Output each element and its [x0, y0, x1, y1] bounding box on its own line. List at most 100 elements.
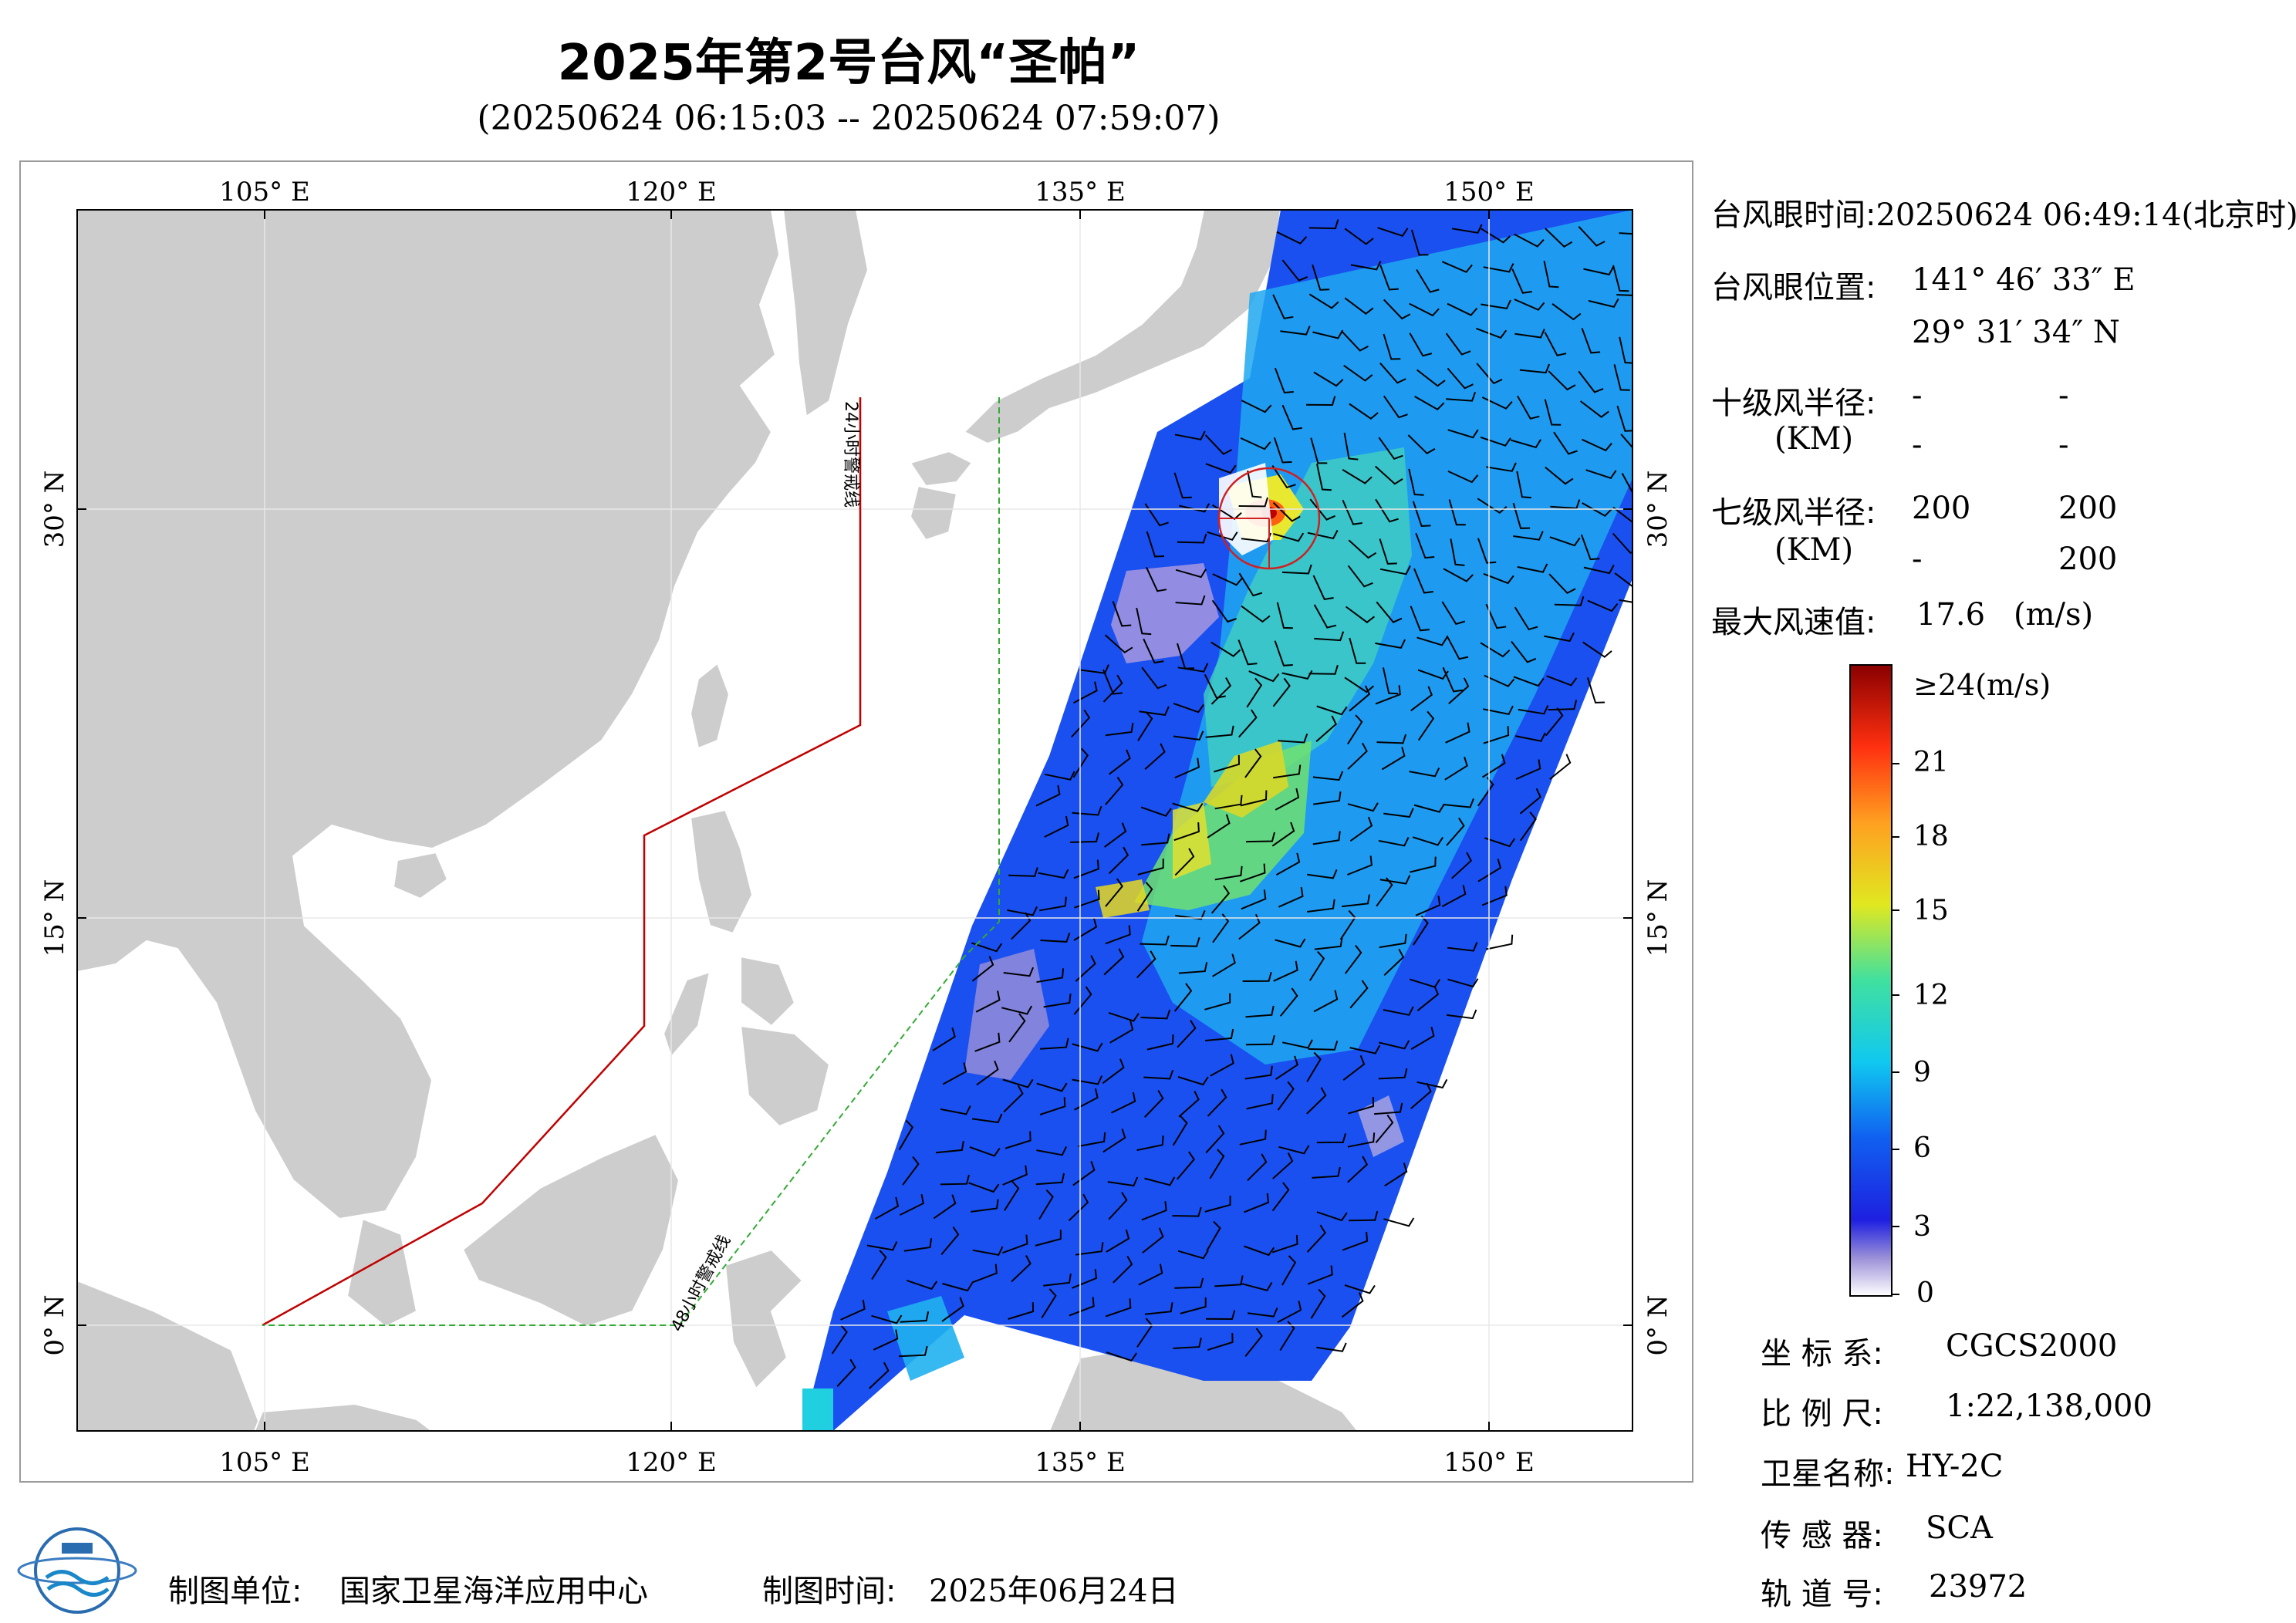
wind-barb	[1041, 1288, 1057, 1319]
wind-barb	[1578, 226, 1606, 247]
wind-barb	[1619, 336, 1633, 364]
wind-barb	[1136, 882, 1153, 912]
wind-barb	[1374, 1102, 1403, 1115]
wind-barb	[871, 1250, 887, 1281]
colorbar-tick-label: 3	[1913, 1211, 1931, 1243]
wind-barb	[903, 1238, 933, 1252]
wind-barb	[1275, 852, 1301, 876]
wind-barb	[1106, 1351, 1138, 1362]
date-value: 2025年06月24日	[929, 1574, 1179, 1609]
wind-barb	[1376, 734, 1407, 744]
lon-label-top: 135° E	[1035, 177, 1126, 208]
r10-value: -	[1912, 378, 1923, 413]
wind-barb	[1347, 855, 1373, 876]
wind-barb	[1344, 1284, 1376, 1294]
wind-barb	[1177, 663, 1209, 673]
wind-barb	[1375, 1114, 1394, 1144]
wind-barb	[1003, 1085, 1024, 1113]
wind-barb	[1382, 667, 1399, 695]
wind-barb	[1310, 1288, 1326, 1319]
wind-barb	[873, 1329, 899, 1351]
wind-barb	[1416, 268, 1440, 293]
wind-barb	[1180, 1297, 1207, 1314]
wind-barb	[1484, 674, 1515, 687]
wind-barb	[1237, 639, 1258, 666]
wind-barb	[1172, 1115, 1188, 1146]
satellite-label: 卫星名称:	[1761, 1456, 1895, 1492]
wind-barb	[1241, 400, 1272, 413]
wind-barb	[1582, 502, 1612, 517]
wind-barb	[1271, 1234, 1298, 1254]
wind-barb	[1140, 806, 1172, 817]
wind-barb	[1548, 573, 1576, 595]
wind-barb	[1510, 439, 1541, 449]
wind-barb	[1545, 466, 1574, 485]
wind-barb	[1316, 463, 1332, 491]
wind-barb	[1313, 371, 1344, 387]
wind-barb	[1442, 666, 1464, 693]
wind-barb	[1447, 367, 1474, 390]
wind-barb	[1409, 768, 1440, 778]
wind-barb	[1068, 1193, 1089, 1222]
wind-barb	[1279, 987, 1298, 1017]
wind-barb	[1349, 637, 1366, 664]
wind-barb	[1483, 263, 1514, 273]
wind-barb	[1314, 631, 1345, 642]
wind-barb	[1172, 802, 1204, 812]
wind-barb	[1408, 468, 1424, 496]
wind-barb	[1447, 302, 1478, 316]
wind-barb	[1039, 896, 1067, 912]
sensor-value: SCA	[1926, 1510, 1993, 1546]
wind-barb	[1409, 332, 1433, 357]
wind-barb	[1174, 848, 1195, 876]
wind-barb	[1141, 1201, 1167, 1221]
colorbar	[1849, 664, 1893, 1297]
wind-barb	[1281, 1255, 1297, 1286]
wind-barb	[1519, 788, 1541, 815]
lon-label-bottom: 150° E	[1443, 1447, 1535, 1478]
wind-barb	[1417, 710, 1435, 741]
wind-barb	[1277, 1301, 1302, 1323]
wind-barb	[1241, 889, 1267, 910]
wind-barb	[1586, 677, 1606, 704]
wind-barb	[1308, 1041, 1339, 1051]
wind-barb	[1102, 669, 1123, 695]
wind-barb	[1210, 641, 1241, 657]
r7-unit: (KM)	[1774, 532, 1854, 568]
wind-barb	[974, 1032, 1001, 1052]
wind-barb	[1146, 531, 1165, 558]
wind-barb	[1007, 906, 1038, 916]
wind-barb	[1482, 754, 1506, 778]
wind-barb	[1410, 856, 1437, 873]
wind-barb	[1144, 503, 1169, 527]
wind-barb	[1546, 675, 1578, 687]
wind-barb	[1004, 1181, 1020, 1211]
wind-barb	[1204, 434, 1232, 455]
axis-ticks	[77, 210, 1633, 1431]
wind-barb	[1279, 1321, 1295, 1351]
wind-barb	[1273, 960, 1298, 982]
wind-barb	[1554, 596, 1585, 606]
wind-barb	[1102, 1058, 1125, 1085]
wind-barb	[1445, 722, 1470, 744]
wind-barb	[1315, 715, 1337, 743]
r10-label: 十级风半径:	[1711, 386, 1876, 421]
colorbar-tick-label: 12	[1913, 980, 1949, 1011]
wind-barb	[1207, 814, 1231, 838]
wind-barb	[1312, 831, 1341, 845]
wind-barb	[1239, 1129, 1267, 1146]
wind-barb	[1008, 1302, 1035, 1320]
wind-barb	[898, 1345, 928, 1358]
wind-barb	[1281, 404, 1302, 430]
wind-barb	[1581, 328, 1601, 354]
satellite-value: HY-2C	[1906, 1449, 2004, 1484]
wind-barb	[1312, 329, 1344, 339]
eye-time-label: 台风眼时间:	[1711, 197, 1876, 233]
wind-barb	[1316, 1342, 1347, 1352]
wind-barb	[1314, 936, 1343, 950]
wind-barb	[1275, 1055, 1298, 1080]
wind-barb	[1271, 1182, 1290, 1212]
wind-barb	[1142, 1227, 1164, 1254]
wind-barb	[1144, 1302, 1173, 1315]
